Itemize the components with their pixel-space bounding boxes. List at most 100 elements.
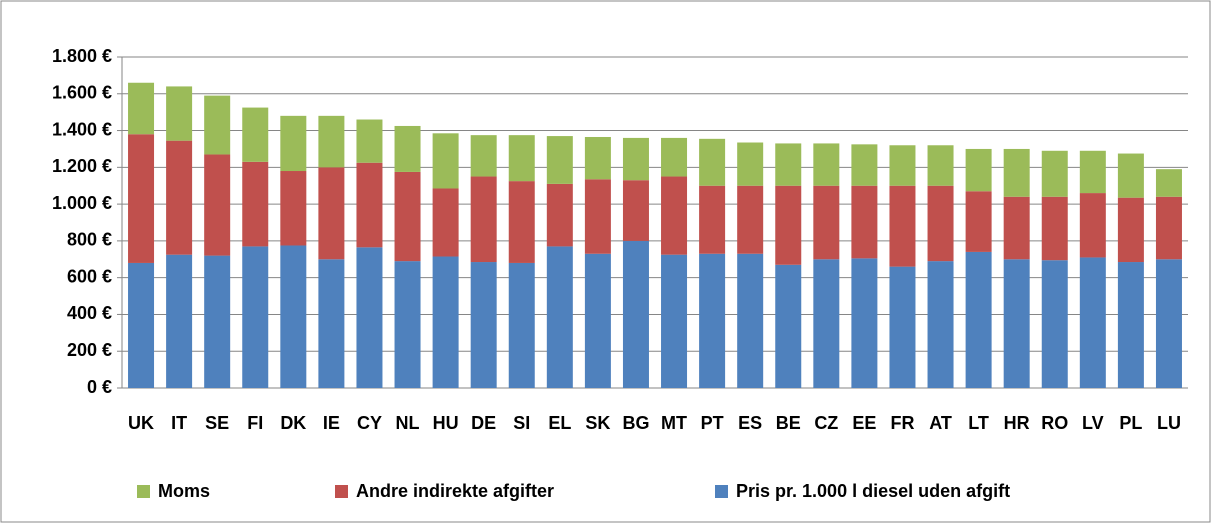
x-tick-label: PL bbox=[1119, 413, 1142, 433]
x-tick-label: LV bbox=[1082, 413, 1104, 433]
bar-segment bbox=[1003, 196, 1030, 260]
x-tick-label: CZ bbox=[814, 413, 838, 433]
bar-segment bbox=[546, 183, 573, 247]
bar-segment bbox=[394, 125, 421, 172]
bar-segment bbox=[166, 86, 193, 141]
bar-segment bbox=[1117, 262, 1144, 388]
bar-segment bbox=[584, 253, 611, 388]
x-tick-label: BE bbox=[776, 413, 801, 433]
y-tick-label: 1.600 € bbox=[52, 83, 112, 103]
bar-segment bbox=[775, 264, 802, 388]
x-tick-label: SI bbox=[513, 413, 530, 433]
bar-segment bbox=[851, 185, 878, 259]
bar-segment bbox=[128, 262, 155, 388]
bar-segment bbox=[1079, 193, 1106, 258]
bar-segment bbox=[280, 171, 307, 246]
bar-segment bbox=[889, 185, 916, 267]
bar-segment bbox=[661, 176, 688, 255]
bar-segment bbox=[622, 137, 649, 181]
bar-segment bbox=[813, 143, 840, 186]
x-tick-label: EL bbox=[548, 413, 571, 433]
bar-segment bbox=[204, 154, 231, 256]
y-tick-label: 1.200 € bbox=[52, 156, 112, 176]
bar-segment bbox=[432, 256, 459, 388]
bar-segment bbox=[1003, 148, 1030, 197]
bar-segment bbox=[927, 185, 954, 262]
x-tick-label: ES bbox=[738, 413, 762, 433]
bar-segment bbox=[204, 255, 231, 388]
bar-segment bbox=[546, 246, 573, 388]
legend-swatch bbox=[137, 485, 150, 498]
bar-segment bbox=[813, 185, 840, 260]
bar-segment bbox=[1155, 169, 1182, 197]
bar-segment bbox=[1041, 260, 1068, 388]
legend-swatch bbox=[715, 485, 728, 498]
bar-segment bbox=[661, 137, 688, 177]
legend-swatch bbox=[335, 485, 348, 498]
bar-segment bbox=[1041, 196, 1068, 261]
bar-segment bbox=[1003, 259, 1030, 388]
y-tick-label: 800 € bbox=[67, 230, 112, 250]
y-tick-label: 200 € bbox=[67, 340, 112, 360]
bar-segment bbox=[584, 179, 611, 254]
bar-segment bbox=[584, 136, 611, 180]
bar-segment bbox=[737, 142, 764, 186]
bar-segment bbox=[318, 259, 345, 388]
bar-segment bbox=[394, 261, 421, 388]
x-tick-label: DK bbox=[280, 413, 306, 433]
y-tick-label: 600 € bbox=[67, 266, 112, 286]
bar-segment bbox=[432, 188, 459, 257]
x-tick-label: UK bbox=[128, 413, 154, 433]
bar-segment bbox=[1155, 259, 1182, 388]
x-tick-label: AT bbox=[929, 413, 952, 433]
bar-segment bbox=[699, 253, 726, 388]
bar-segment bbox=[889, 266, 916, 388]
bar-segment bbox=[394, 171, 421, 262]
x-tick-label: EE bbox=[852, 413, 876, 433]
x-tick-label: NL bbox=[396, 413, 420, 433]
bar-segment bbox=[927, 261, 954, 388]
bar-segment bbox=[851, 144, 878, 186]
bar-segment bbox=[699, 185, 726, 254]
bar-segment bbox=[356, 162, 383, 248]
x-tick-label: BG bbox=[622, 413, 649, 433]
bar-segment bbox=[280, 245, 307, 388]
bar-segment bbox=[737, 253, 764, 388]
bar-segment bbox=[1117, 197, 1144, 263]
bar-segment bbox=[128, 82, 155, 135]
bar-segment bbox=[775, 143, 802, 186]
bar-segment bbox=[128, 134, 155, 263]
x-tick-label: PT bbox=[701, 413, 724, 433]
x-tick-label: DE bbox=[471, 413, 496, 433]
bar-segment bbox=[699, 138, 726, 186]
bar-segment bbox=[1079, 257, 1106, 388]
legend-label: Andre indirekte afgifter bbox=[356, 481, 554, 501]
y-tick-label: 1.800 € bbox=[52, 46, 112, 66]
bar-segment bbox=[1041, 150, 1068, 197]
bar-segment bbox=[166, 140, 193, 255]
bar-segment bbox=[204, 95, 231, 155]
x-tick-label: SK bbox=[585, 413, 610, 433]
x-tick-label: LT bbox=[968, 413, 989, 433]
y-tick-label: 1.400 € bbox=[52, 119, 112, 139]
x-tick-label: FR bbox=[890, 413, 914, 433]
bar-segment bbox=[432, 133, 459, 189]
bar-segment bbox=[661, 254, 688, 388]
x-tick-label: RO bbox=[1041, 413, 1068, 433]
bar-segment bbox=[965, 148, 992, 192]
bar-segment bbox=[622, 240, 649, 388]
bar-segment bbox=[927, 145, 954, 186]
bar-segment bbox=[508, 135, 535, 182]
bar-segment bbox=[242, 246, 269, 388]
bar-segment bbox=[1079, 150, 1106, 194]
bar-segment bbox=[470, 135, 497, 177]
y-tick-label: 0 € bbox=[87, 377, 112, 397]
x-tick-label: LU bbox=[1157, 413, 1181, 433]
bar-segment bbox=[508, 181, 535, 263]
legend-label: Moms bbox=[158, 481, 210, 501]
bar-segment bbox=[813, 259, 840, 388]
legend-label: Pris pr. 1.000 l diesel uden afgift bbox=[736, 481, 1010, 501]
x-tick-label: FI bbox=[247, 413, 263, 433]
y-tick-label: 400 € bbox=[67, 303, 112, 323]
